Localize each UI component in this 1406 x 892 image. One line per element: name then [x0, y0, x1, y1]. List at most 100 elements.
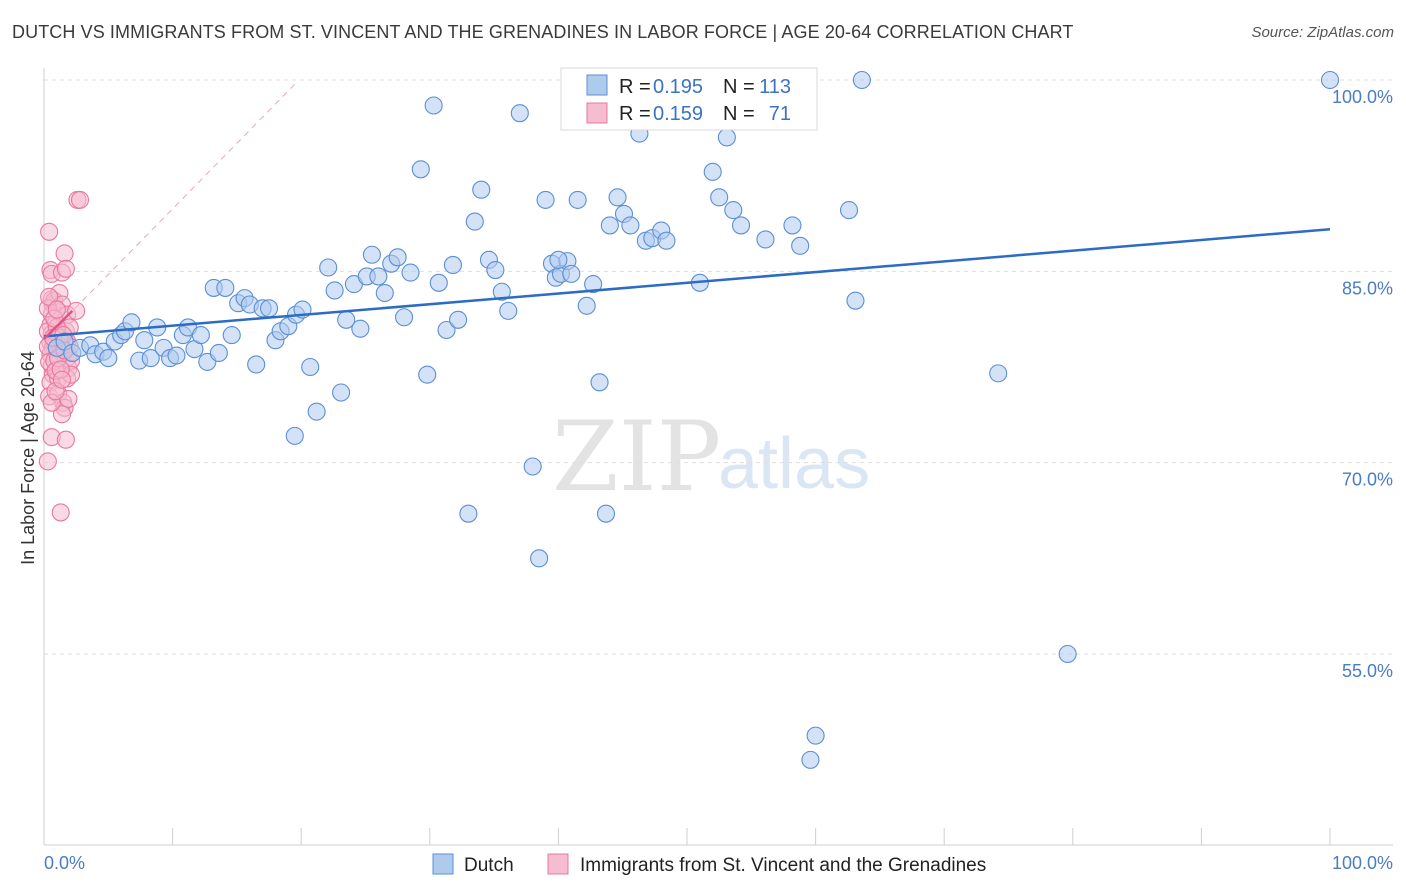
dutch-point-109 [1320, 70, 1340, 90]
dutch-point-95 [710, 188, 729, 207]
x-tick-label-min: 0.0% [44, 853, 85, 873]
dutch-point-78 [568, 190, 587, 209]
dutch-point-61 [443, 255, 462, 275]
y-tick-labels: 55.0% 70.0% 85.0% 100.0% [1332, 87, 1393, 681]
dutch-point-41 [285, 426, 304, 445]
dutch-point-31 [247, 355, 266, 374]
immigrants-point-70 [52, 370, 72, 389]
dutch-point-42 [319, 258, 338, 277]
immigrants-point-50 [70, 190, 90, 209]
dutch-point-14 [141, 349, 160, 368]
dutch-point-79 [577, 296, 596, 315]
dutch-point-94 [703, 162, 722, 181]
watermark-zip: ZIP [552, 401, 721, 513]
dutch-point-86 [621, 216, 640, 235]
dutch-point-97 [724, 201, 743, 220]
dutch-point-102 [806, 726, 825, 745]
dutch-point-44 [332, 383, 351, 402]
dutch-point-71 [523, 457, 542, 476]
dutch-point-56 [411, 160, 430, 179]
dutch-point-33 [259, 299, 279, 318]
dutch-point-73 [536, 190, 555, 209]
dutch-point-91 [657, 231, 676, 250]
dutch-point-54 [395, 308, 414, 327]
y-axis-label: In Labor Force | Age 20-64 [18, 351, 38, 565]
legend-r-label-immigrants: R = [619, 103, 651, 125]
dutch-point-13 [135, 331, 154, 350]
dutch-point-55 [401, 263, 420, 282]
dutch-point-11 [122, 313, 141, 332]
dutch-point-50 [369, 267, 388, 286]
dutch-point-43 [325, 281, 344, 300]
bottom-legend-label-immigrants: Immigrants from St. Vincent and the Gren… [580, 855, 986, 876]
dutch-point-80 [584, 275, 603, 294]
chart-title: DUTCH VS IMMIGRANTS FROM ST. VINCENT AND… [12, 22, 1074, 42]
watermark: ZIP atlas [552, 401, 870, 513]
dutch-point-67 [486, 261, 505, 280]
bottom-legend-swatch-immigrants [547, 853, 569, 875]
dutch-point-81 [590, 373, 609, 392]
dutch-point-69 [499, 301, 518, 320]
y-tick-label-3: 100.0% [1332, 87, 1393, 107]
dutch-point-68 [492, 282, 511, 301]
legend-bottom: Dutch Immigrants from St. Vincent and th… [432, 853, 986, 876]
dutch-point-84 [608, 188, 627, 207]
reference-diagonal [43, 82, 297, 341]
dutch-point-64 [465, 212, 484, 231]
dutch-point-62 [449, 310, 468, 329]
dutch-point-108 [1058, 644, 1077, 664]
dutch-point-22 [191, 326, 210, 345]
bottom-legend-swatch-dutch [432, 853, 454, 875]
legend-r-label-dutch: R = [619, 76, 651, 98]
x-tick-marks [43, 828, 1331, 845]
legend-swatch-dutch [586, 74, 608, 96]
dutch-point-82 [596, 504, 616, 523]
dutch-point-63 [459, 504, 478, 523]
dutch-point-72 [530, 549, 549, 568]
dutch-point-47 [351, 319, 370, 338]
y-tick-label-2: 85.0% [1342, 278, 1393, 298]
immigrants-point-37 [56, 259, 75, 278]
dutch-point-26 [216, 278, 235, 297]
immigrants-point-0 [40, 222, 59, 241]
dutch-point-112 [562, 264, 581, 283]
immigrants-point-16 [38, 452, 57, 471]
immigrants-point-33 [52, 405, 72, 424]
legend-r-value-immigrants: 0.159 [653, 103, 703, 125]
dutch-point-99 [756, 230, 775, 249]
dutch-point-18 [167, 346, 186, 365]
dutch-point-58 [424, 96, 443, 115]
bottom-legend-label-dutch: Dutch [464, 855, 514, 876]
legend-n-label-dutch: N = [723, 76, 755, 98]
chart-source: Source: ZipAtlas.com [1251, 24, 1394, 41]
dutch-point-49 [362, 245, 381, 264]
immigrants-point-34 [56, 430, 75, 449]
dutch-point-107 [989, 364, 1008, 383]
legend-n-value-immigrants: 71 [769, 103, 791, 125]
trend-line-dutch [43, 227, 1331, 338]
legend-swatch-immigrants [586, 102, 608, 124]
trend-line-immigrants [43, 309, 74, 340]
dutch-point-27 [222, 326, 241, 345]
immigrants-point-68 [47, 300, 66, 319]
x-tick-label-max: 100.0% [1332, 853, 1393, 873]
dutch-point-65 [472, 180, 491, 199]
dutch-point-96 [717, 128, 736, 147]
dutch-point-83 [600, 216, 619, 235]
dutch-point-7 [99, 349, 118, 368]
dutch-point-51 [375, 283, 394, 303]
dutch-point-25 [209, 343, 228, 363]
legend-top: R = 0.195 N = 113 R = 0.159 N = 71 [560, 67, 818, 131]
immigrants-point-35 [51, 503, 70, 522]
dutch-point-39 [301, 357, 320, 377]
dutch-point-53 [388, 248, 407, 267]
y-tick-label-0: 55.0% [1342, 661, 1393, 681]
dutch-point-40 [307, 402, 326, 421]
dutch-point-98 [731, 216, 751, 235]
legend-r-value-dutch: 0.195 [653, 76, 703, 98]
dutch-point-60 [437, 320, 456, 340]
legend-n-value-dutch: 113 [759, 76, 791, 98]
y-tick-label-1: 70.0% [1342, 470, 1393, 490]
immigrants-point-51 [67, 301, 86, 320]
